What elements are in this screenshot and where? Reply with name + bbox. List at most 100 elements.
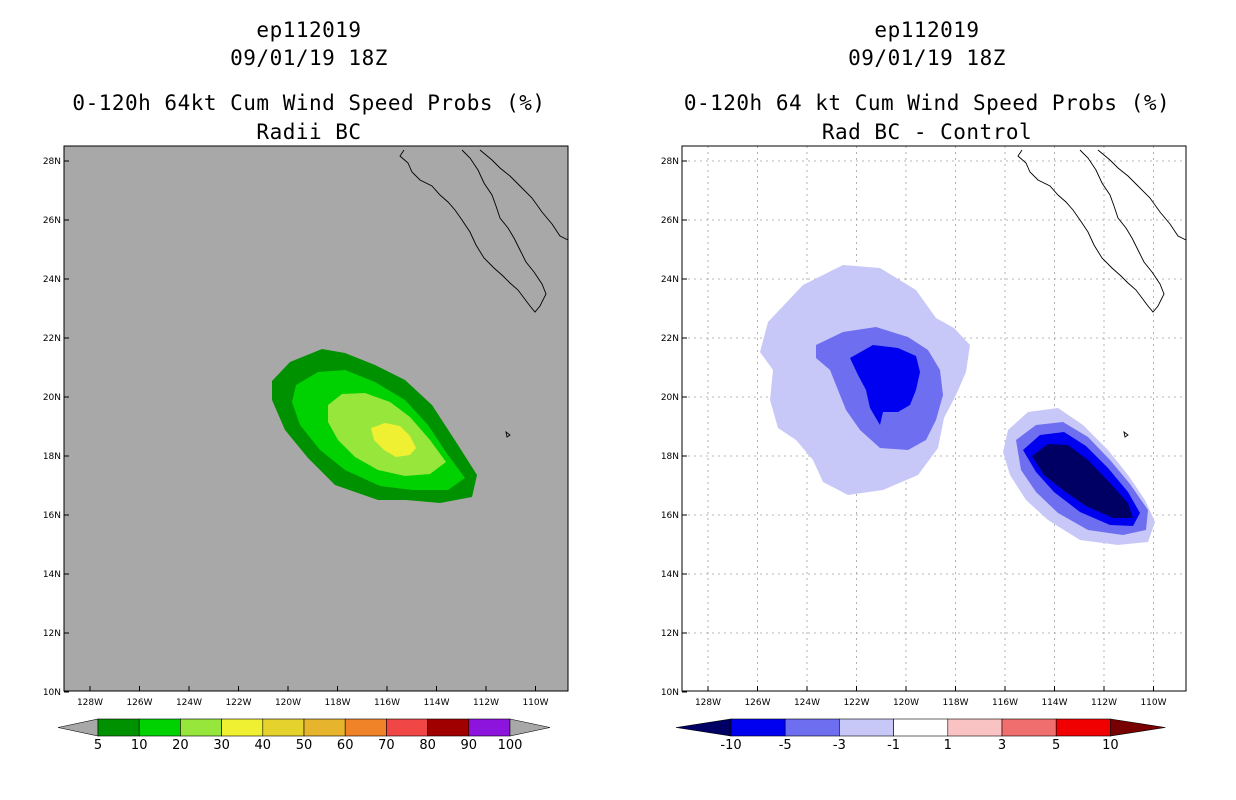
colorbar-high-arrow (1110, 718, 1166, 737)
lon-tick-label: 122W (225, 698, 251, 708)
lat-tick-label: 22N (43, 334, 61, 344)
lat-tick-label: 24N (43, 275, 61, 285)
lon-tick-label: 128W (695, 698, 721, 708)
colorbar-label: 20 (172, 738, 189, 753)
panel-subtitle: Rad BC - Control (821, 120, 1033, 144)
datetime: 09/01/19 18Z (230, 46, 388, 70)
colorbar-label: 40 (255, 738, 272, 753)
colorbar-label: 30 (213, 738, 230, 753)
datetime: 09/01/19 18Z (848, 46, 1006, 70)
colorbar-label: 90 (461, 738, 478, 753)
product-title: 0-120h 64 kt Cum Wind Speed Probs (%) (683, 91, 1171, 115)
lon-tick-label: 116W (992, 698, 1018, 708)
lon-tick-label: 116W (374, 698, 400, 708)
product-title: 0-120h 64kt Cum Wind Speed Probs (%) (72, 91, 546, 115)
lat-tick-label: 18N (661, 452, 679, 462)
colorbar-swatch (221, 718, 264, 737)
colorbar-label: 60 (337, 738, 354, 753)
colorbar-label: 5 (1052, 738, 1060, 753)
colorbar-swatch (344, 718, 387, 737)
colorbar-swatch (386, 718, 428, 737)
coastline (399, 149, 569, 438)
colorbar-swatch (180, 718, 222, 737)
colorbar-swatch (730, 718, 786, 737)
colorbar-label: 100 (498, 738, 523, 753)
colorbar-swatch (427, 718, 470, 737)
lat-tick-label: 18N (43, 452, 61, 462)
lon-tick-label: 124W (176, 698, 202, 708)
colorbar-swatch (784, 718, 840, 737)
lat-axis: 28N 26N 24N 22N 20N 18N 16N 14N 12N 10N (43, 157, 69, 698)
lon-tick-label: 120W (893, 698, 919, 708)
colorbar-swatch (468, 718, 511, 737)
lat-tick-label: 20N (43, 393, 61, 403)
colorbar-swatch (1055, 718, 1111, 737)
lon-tick-label: 110W (522, 698, 548, 708)
lat-tick-label: 10N (661, 688, 679, 698)
colorbar-label: 3 (998, 738, 1006, 753)
colorbar-swatch (839, 718, 894, 737)
lat-tick-label: 16N (43, 511, 61, 521)
lat-tick-label: 28N (43, 157, 61, 167)
colorbar-swatch (893, 718, 949, 737)
lat-tick-label: 22N (661, 334, 679, 344)
lon-tick-label: 120W (275, 698, 301, 708)
colorbar: 5 10 20 30 40 50 60 70 80 90 100 (57, 718, 551, 753)
colorbar-label: 1 (944, 738, 952, 753)
left-panel: ep112019 09/01/19 18Z 0-120h 64kt Cum Wi… (43, 18, 569, 753)
lon-axis: 128W 126W 124W 122W 120W 118W 116W 114W 112W 110W (695, 686, 1167, 708)
colorbar-swatch (97, 718, 140, 737)
lon-tick-label: 118W (324, 698, 350, 708)
lon-tick-label: 126W (744, 698, 770, 708)
colorbar-label: -10 (720, 738, 741, 753)
lat-tick-label: 14N (43, 570, 61, 580)
colorbar-label: -1 (887, 738, 900, 753)
lat-tick-label: 26N (43, 216, 61, 226)
colorbar-high-arrow (509, 718, 551, 737)
lon-tick-label: 110W (1140, 698, 1166, 708)
colorbar: -10 -5 -3 -1 1 3 5 10 (675, 718, 1166, 753)
panel-subtitle: Radii BC (256, 120, 362, 144)
colorbar-low-arrow (675, 718, 732, 737)
lat-axis: 28N 26N 24N 22N 20N 18N 16N 14N 12N 10N (661, 157, 687, 698)
lat-tick-label: 10N (43, 688, 61, 698)
lat-tick-label: 20N (661, 393, 679, 403)
colorbar-low-arrow (57, 718, 99, 737)
lon-tick-label: 112W (473, 698, 499, 708)
lat-tick-label: 12N (661, 629, 679, 639)
lat-tick-label: 12N (43, 629, 61, 639)
colorbar-swatch (1001, 718, 1057, 737)
lon-tick-label: 118W (942, 698, 968, 708)
colorbar-label: 80 (419, 738, 436, 753)
lat-tick-label: 24N (661, 275, 679, 285)
diff-contour-minus5-west (850, 345, 920, 425)
right-panel: ep112019 09/01/19 18Z 0-120h 64 kt Cum W… (618, 0, 1236, 800)
prob-contour-30 (371, 423, 416, 457)
colorbar-label: 5 (94, 738, 102, 753)
coastline (1017, 149, 1187, 438)
lon-tick-label: 114W (1041, 698, 1067, 708)
lon-axis: 128W 126W 124W 122W 120W 118W 116W 114W 112W 110W (77, 686, 549, 708)
colorbar-label: 10 (131, 738, 148, 753)
lon-tick-label: 112W (1091, 698, 1117, 708)
colorbar-swatch (947, 718, 1003, 737)
colorbar-label: 50 (296, 738, 313, 753)
colorbar-swatch (138, 718, 181, 737)
lon-tick-label: 126W (126, 698, 152, 708)
colorbar-label: -5 (779, 738, 792, 753)
lon-tick-label: 114W (423, 698, 449, 708)
lat-tick-label: 26N (661, 216, 679, 226)
lon-tick-label: 124W (794, 698, 820, 708)
lat-tick-label: 28N (661, 157, 679, 167)
storm-id: ep112019 (256, 18, 362, 42)
colorbar-swatch (262, 718, 305, 737)
storm-id: ep112019 (874, 18, 980, 42)
diff-contour-minus10-east (1032, 444, 1133, 518)
lat-tick-label: 14N (661, 570, 679, 580)
lon-tick-label: 122W (843, 698, 869, 708)
colorbar-label: -3 (833, 738, 846, 753)
lat-tick-label: 16N (661, 511, 679, 521)
colorbar-label: 10 (1102, 738, 1119, 753)
